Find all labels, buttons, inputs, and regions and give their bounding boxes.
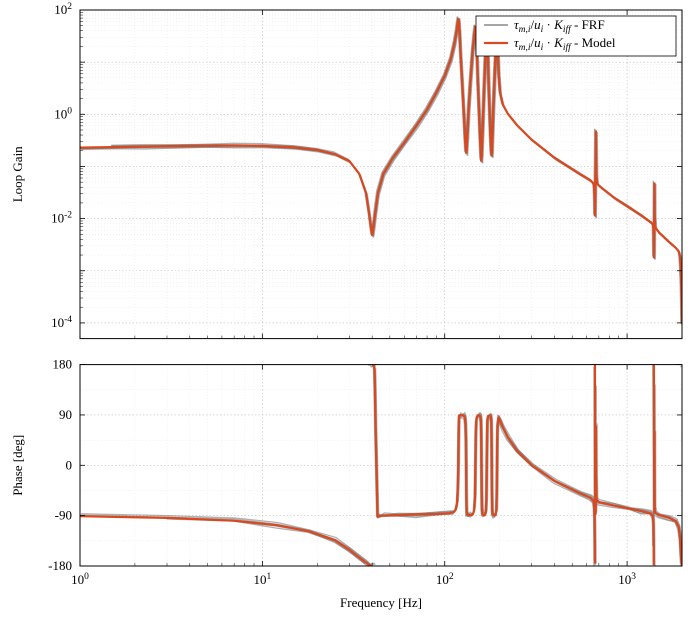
chart-svg: 100 101 102 103 10-4 10-2 100 102 -180 -90 0 90 180 L… [0, 0, 700, 621]
tick-label: 100 [54, 106, 72, 121]
mag-ylabel: Loop Gain [10, 146, 25, 202]
phase-tick-label: 90 [59, 407, 72, 422]
frf-mag-line [80, 19, 681, 290]
model-mag-line [80, 18, 682, 324]
mag-curves [80, 16, 682, 324]
phase-tick-label: 0 [66, 457, 73, 472]
tick-label: 101 [253, 572, 271, 587]
tick-label: 103 [618, 572, 636, 587]
bode-plot-figure: 100 101 102 103 10-4 10-2 100 102 -180 -90 0 90 180 L… [0, 0, 700, 621]
xaxis-label: Frequency [Hz] [340, 595, 422, 610]
phase-ylabel: Phase [deg] [10, 435, 25, 496]
tick-label: 102 [436, 572, 454, 587]
legend: τm,i/ui · Kiff - FRFτm,i/ui · Kiff - Mod… [476, 16, 676, 56]
tick-label: 100 [71, 572, 89, 587]
phase-grid [80, 365, 682, 566]
tick-label: 10-2 [51, 211, 72, 226]
phase-tick-label: 180 [53, 357, 73, 372]
frf-mag-line [80, 18, 682, 324]
phase-tick-label: -90 [55, 508, 72, 523]
phase-tick-label: -180 [48, 558, 72, 573]
tick-label: 10-4 [51, 315, 72, 330]
tick-label: 102 [54, 2, 72, 17]
frf-phase-line [81, 368, 682, 565]
